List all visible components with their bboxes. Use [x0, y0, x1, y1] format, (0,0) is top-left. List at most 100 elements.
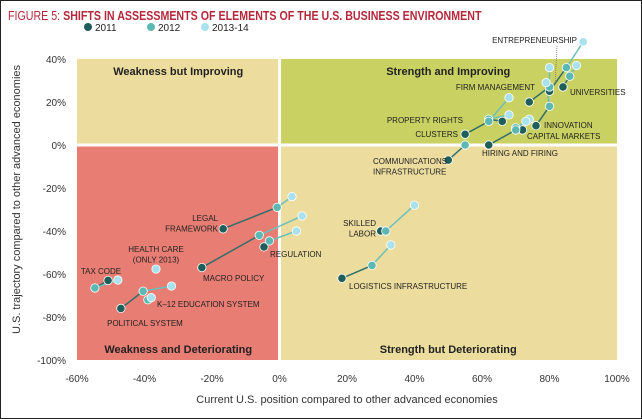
point-label: HEALTH CARE — [128, 245, 183, 254]
point-label: COMMUNICATIONS — [373, 157, 447, 166]
series-line — [385, 204, 416, 232]
x-tick-label: 0% — [272, 374, 287, 385]
legend-marker — [201, 23, 209, 31]
series-line — [341, 264, 373, 279]
data-point-2011 — [484, 140, 494, 150]
data-point-2013-14 — [291, 226, 301, 236]
point-label: PROPERTY RIGHTS — [387, 116, 463, 125]
y-tick-label: -80% — [43, 313, 66, 324]
legend-marker — [84, 23, 92, 31]
data-point-2011 — [116, 303, 126, 313]
data-point-2012 — [367, 260, 377, 270]
data-point-2013-14 — [541, 78, 551, 88]
point-label: CLUSTERS — [415, 130, 458, 139]
y-tick-label: 0% — [52, 141, 67, 152]
data-point-2012 — [90, 283, 100, 293]
data-point-2012 — [264, 236, 274, 246]
figure-title: FIGURE 5: SHIFTS IN ASSESSMENTS OF ELEME… — [8, 8, 481, 23]
data-point-2011 — [103, 275, 113, 286]
quadrant-label: Weakness and Deteriorating — [104, 344, 252, 356]
series-line — [222, 206, 278, 230]
data-point-2012 — [460, 140, 470, 150]
series-line — [269, 230, 297, 242]
series-line — [120, 290, 144, 309]
data-point-2012 — [381, 226, 391, 236]
point-label: INNOVATION — [544, 121, 593, 130]
series-line — [488, 129, 517, 146]
x-tick-label: 20% — [337, 374, 357, 385]
data-point-2012 — [272, 202, 282, 212]
leader-line — [554, 45, 558, 86]
series-line — [201, 234, 260, 269]
data-point-2013-14 — [504, 93, 514, 103]
data-point-2011 — [460, 129, 470, 139]
x-axis-label: Current U.S. position compared to other … — [196, 394, 498, 406]
data-point-2013-14 — [146, 293, 156, 303]
data-point-2011 — [443, 155, 453, 165]
series-line — [258, 215, 303, 236]
data-point-2012 — [565, 71, 575, 81]
x-tick-label: 60% — [472, 374, 492, 385]
data-point-2013-14 — [571, 60, 582, 71]
point-label: ENTREPRENEURSHIP — [492, 36, 577, 45]
data-point-2011 — [218, 224, 228, 234]
point-label: INFRASTRUCTURE — [373, 168, 446, 177]
legend-label: 2012 — [158, 23, 181, 34]
point-label: (ONLY 2013) — [133, 256, 180, 265]
point-label: SKILLED — [343, 219, 376, 228]
data-point-2011 — [337, 273, 347, 283]
data-point-2013-14 — [151, 264, 161, 274]
quadrant-2 — [77, 146, 278, 360]
quadrant-1 — [281, 59, 617, 144]
figure-title-text: SHIFTS IN ASSESSMENTS OF ELEMENTS OF THE… — [63, 8, 482, 23]
data-point-2011 — [531, 121, 541, 131]
data-point-2013-14 — [578, 37, 588, 47]
y-axis-label: U.S. trajectory compared to other advanc… — [11, 64, 23, 334]
series-line — [143, 285, 172, 292]
point-label: FRAMEWORK — [165, 225, 219, 234]
x-tick-label: -20% — [200, 374, 223, 385]
data-point-2013-14 — [287, 192, 297, 202]
point-label: LEGAL — [192, 214, 218, 223]
point-label: TAX CODE — [81, 267, 121, 276]
point-label: LOGISTICS INFRASTRUCTURE — [349, 282, 467, 291]
x-tick-label: -60% — [65, 374, 88, 385]
y-tick-label: -40% — [43, 227, 66, 238]
y-tick-label: -20% — [43, 184, 66, 195]
quadrant-0 — [77, 59, 278, 144]
point-label: K–12 EDUCATION SYSTEM — [157, 300, 260, 309]
point-label: FIRM MANAGEMENT — [456, 83, 535, 92]
data-point-2013-14 — [166, 281, 177, 291]
data-point-2013-14 — [297, 211, 307, 221]
x-tick-label: 40% — [404, 374, 424, 385]
point-label: UNIVERSITIES — [570, 88, 626, 97]
point-label: REGULATION — [270, 250, 322, 259]
data-point-2012 — [254, 230, 264, 240]
x-tick-label: 100% — [604, 374, 630, 385]
figure-label: FIGURE 5: — [8, 8, 61, 23]
point-label: CAPITAL MARKETS — [527, 132, 600, 141]
data-point-2013-14 — [113, 275, 123, 285]
y-tick-label: 20% — [46, 98, 66, 109]
data-point-2011 — [558, 82, 568, 92]
series-line — [371, 244, 392, 266]
y-tick-label: -100% — [37, 356, 66, 367]
data-point-2013-14 — [386, 240, 396, 250]
legend-label: 2011 — [95, 23, 117, 34]
x-tick-label: -40% — [133, 374, 156, 385]
data-point-2012 — [561, 62, 571, 73]
legend-marker — [147, 23, 155, 31]
data-point-2012 — [544, 101, 555, 111]
data-point-2011 — [197, 262, 207, 273]
data-point-2011 — [497, 116, 507, 126]
quadrant-label: Strength and Improving — [386, 66, 510, 78]
data-point-2011 — [524, 97, 534, 107]
series-line — [565, 41, 584, 69]
data-point-2013-14 — [544, 62, 555, 73]
data-point-2012 — [138, 286, 148, 296]
x-tick-label: 80% — [539, 374, 559, 385]
quadrant-label: Weakness but Improving — [113, 66, 243, 78]
quadrant-label: Strength but Deteriorating — [380, 344, 517, 356]
data-point-2012 — [484, 116, 494, 126]
